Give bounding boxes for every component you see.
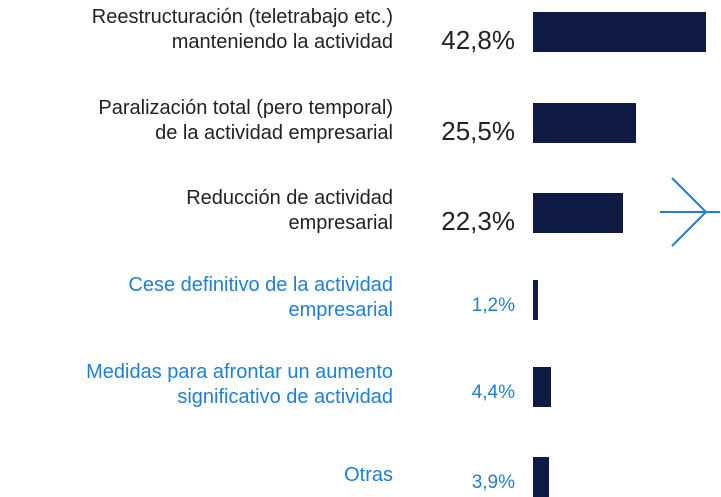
arrow-head	[671, 177, 708, 247]
value-label: 4,4%	[471, 381, 515, 403]
category-label: Otras	[344, 463, 393, 486]
bar	[533, 193, 624, 233]
value-label: 25,5%	[441, 116, 515, 146]
category-label: Medidas para afrontar un aumento signifi…	[86, 361, 393, 408]
bar	[533, 280, 538, 320]
category-label: Paralización total (pero temporal) de la…	[98, 97, 393, 144]
bar	[533, 12, 706, 52]
value-label: 3,9%	[471, 471, 515, 493]
value-label: 42,8%	[441, 25, 515, 55]
value-label: 22,3%	[441, 206, 515, 236]
category-label: Cese definitivo de la actividad empresar…	[128, 274, 393, 321]
category-label: Reducción de actividad empresarial	[186, 187, 393, 234]
category-label: Reestructuración (teletrabajo etc.) mant…	[91, 6, 393, 53]
value-label: 1,2%	[471, 294, 515, 316]
bar	[533, 103, 637, 143]
bar	[533, 457, 549, 497]
bar	[533, 367, 551, 407]
